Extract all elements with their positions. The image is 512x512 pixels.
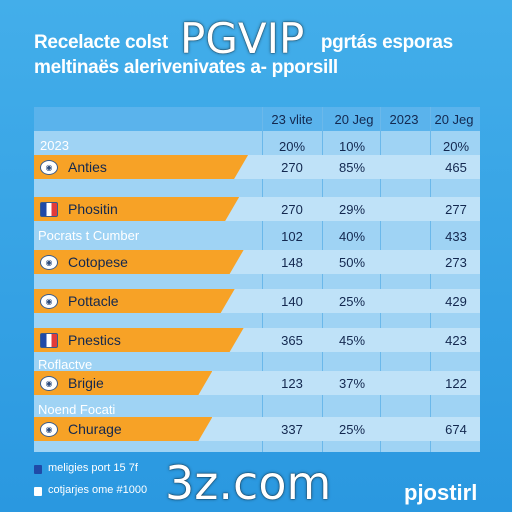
row-label: Brigie — [68, 375, 104, 391]
title-line-2: meltinaës alerivenivates a- pporsill — [34, 57, 338, 78]
cell-value: 50% — [338, 255, 366, 270]
france-flag-icon — [40, 202, 58, 217]
table-row: ◉ Brigie 123 37% 122 — [34, 371, 480, 395]
cell-value: 102 — [281, 229, 303, 244]
cell-value: 25% — [338, 422, 366, 437]
year-row: 2023 20% 10% 20% — [34, 134, 480, 158]
row-label: Churage — [68, 421, 122, 437]
row-sublabel: Noend Focati — [38, 402, 116, 417]
table-row: ◉ Cotopese 148 50% 273 — [34, 250, 480, 274]
cell-value: 122 — [445, 376, 467, 391]
legend-swatch-1 — [34, 465, 42, 474]
table-row: Pocrats t Cumber 102 40% 433 — [34, 224, 480, 248]
year-value-1: 20% — [278, 139, 306, 154]
cell-value: 148 — [281, 255, 303, 270]
legend-text-1: meligies port 15 7f — [48, 462, 138, 474]
france-flag-icon — [40, 333, 58, 348]
watermark-bottom: 3z.com — [165, 456, 332, 510]
cell-value: 270 — [281, 160, 303, 175]
row-label: Pottacle — [68, 293, 119, 309]
table-row: ◉ Churage 337 25% 674 — [34, 417, 480, 441]
globe-icon: ◉ — [40, 255, 58, 270]
table-row: ◉ Pottacle 140 25% 429 — [34, 289, 480, 313]
cell-value: 40% — [338, 229, 366, 244]
header-col-1: 23 vlite — [271, 112, 313, 127]
cell-value: 429 — [445, 294, 467, 309]
chart-title: Recelacte colst pgrtás esporas meltinaës… — [34, 30, 484, 80]
legend-swatch-2 — [34, 487, 42, 496]
table-row: Noend Focati — [34, 398, 480, 422]
column-divider — [322, 107, 323, 452]
legend-item-2: cotjarjes ome #1000 — [34, 484, 147, 506]
table-row: Pnestics 365 45% 423 — [34, 328, 480, 352]
bar-mark — [34, 371, 212, 395]
column-divider — [262, 107, 263, 452]
cell-value: 25% — [338, 294, 366, 309]
header-col-3: 2023 — [389, 112, 419, 127]
row-label: Cotopese — [68, 254, 128, 270]
brand-logo: pjostirl — [404, 480, 478, 505]
year-label: 2023 — [40, 138, 69, 153]
row-sublabel: Roflactve — [38, 357, 93, 372]
header-col-4: 20 Jeg — [434, 112, 474, 127]
cell-value: 337 — [281, 422, 303, 437]
row-label: Pnestics — [68, 332, 121, 348]
cell-value: 123 — [281, 376, 303, 391]
earth-icon: ◉ — [40, 376, 58, 391]
year-value-4: 20% — [442, 139, 470, 154]
bar-mark — [34, 328, 244, 352]
data-table: 23 vlite 20 Jeg 2023 20 Jeg 2023 20% 10%… — [34, 107, 480, 452]
cell-value: 465 — [445, 160, 467, 175]
mask-icon: ◉ — [40, 160, 58, 175]
bar-mark — [34, 417, 212, 441]
bar-mark — [34, 250, 244, 274]
table-row: ◉ Anties 270 85% 465 — [34, 155, 480, 179]
year-value-2: 10% — [338, 139, 366, 154]
bar-mark — [34, 197, 239, 221]
cell-value: 270 — [281, 202, 303, 217]
cell-value: 433 — [445, 229, 467, 244]
legend: meligies port 15 7f cotjarjes ome #1000 — [34, 462, 147, 506]
cell-value: 674 — [445, 422, 467, 437]
cell-value: 277 — [445, 202, 467, 217]
title-line-1: Recelacte colst pgrtás esporas — [34, 30, 484, 55]
row-label: Phositin — [68, 201, 118, 217]
legend-text-2: cotjarjes ome #1000 — [48, 484, 148, 496]
cell-value: 45% — [338, 333, 366, 348]
cell-value: 29% — [338, 202, 366, 217]
cell-value: 85% — [338, 160, 366, 175]
bar-mark — [34, 289, 235, 313]
mask-icon: ◉ — [40, 422, 58, 437]
table-row: Phositin 270 29% 277 — [34, 197, 480, 221]
table-header: 23 vlite 20 Jeg 2023 20 Jeg — [34, 107, 480, 131]
cell-value: 37% — [338, 376, 366, 391]
row-label: Anties — [68, 159, 107, 175]
title-line-1b: pgrtás esporas — [320, 32, 453, 53]
table-row: Roflactve — [34, 353, 480, 377]
title-line-1a: Recelacte colst — [34, 32, 168, 53]
cell-value: 140 — [281, 294, 303, 309]
cell-value: 273 — [445, 255, 467, 270]
watermark-top: PGVIP — [180, 14, 305, 63]
cell-value: 423 — [445, 333, 467, 348]
row-sublabel: Pocrats t Cumber — [38, 228, 140, 243]
header-col-2: 20 Jeg — [334, 112, 374, 127]
bar-mark — [34, 155, 248, 179]
legend-item-1: meligies port 15 7f — [34, 462, 147, 484]
column-divider — [430, 107, 431, 452]
column-divider — [380, 107, 381, 452]
plane-icon: ◉ — [40, 294, 58, 309]
cell-value: 365 — [281, 333, 303, 348]
